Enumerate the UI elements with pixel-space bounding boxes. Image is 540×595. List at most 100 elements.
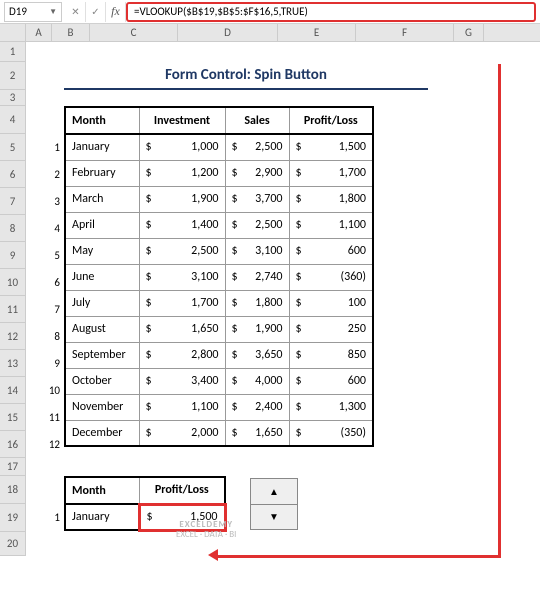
cell-profit-loss[interactable]: $(350) <box>289 420 373 446</box>
lookup-index[interactable]: 1 <box>26 504 64 531</box>
col-header-d[interactable]: D <box>178 24 278 41</box>
cell-sales[interactable]: $3,700 <box>225 186 289 212</box>
cell-month[interactable]: December <box>65 420 139 446</box>
cancel-button[interactable]: ✕ <box>66 2 86 22</box>
index-cell[interactable]: 2 <box>26 161 64 188</box>
cell-sales[interactable]: $1,800 <box>225 290 289 316</box>
cell-profit-loss[interactable]: $1,300 <box>289 394 373 420</box>
cell-month[interactable]: September <box>65 342 139 368</box>
select-all-corner[interactable] <box>0 24 26 41</box>
col-header-e[interactable]: E <box>278 24 356 41</box>
col-header-g[interactable]: G <box>454 24 484 41</box>
col-month[interactable]: Month <box>65 107 139 134</box>
cell-investment[interactable]: $1,400 <box>139 212 225 238</box>
cell-profit-loss[interactable]: $850 <box>289 342 373 368</box>
cell-sales[interactable]: $3,650 <box>225 342 289 368</box>
cell-profit-loss[interactable]: $1,500 <box>289 134 373 160</box>
spin-button-control[interactable]: ▲ ▼ <box>250 478 298 530</box>
cell-sales[interactable]: $2,740 <box>225 264 289 290</box>
row-header[interactable]: 1 <box>0 42 26 62</box>
cell-investment[interactable]: $2,800 <box>139 342 225 368</box>
formula-input[interactable]: =VLOOKUP($B$19,$B$5:$F$16,5,TRUE) <box>126 2 536 22</box>
row-header[interactable]: 4 <box>0 106 26 134</box>
cell-profit-loss[interactable]: $(360) <box>289 264 373 290</box>
col-month[interactable]: Month <box>65 477 139 504</box>
col-sales[interactable]: Sales <box>225 107 289 134</box>
spin-down-button[interactable]: ▼ <box>251 505 297 530</box>
cell-month[interactable]: November <box>65 394 139 420</box>
cell-investment[interactable]: $2,500 <box>139 238 225 264</box>
index-cell[interactable]: 3 <box>26 188 64 215</box>
index-cell[interactable]: 1 <box>26 134 64 161</box>
col-header-b[interactable]: B <box>52 24 90 41</box>
row-header[interactable]: 3 <box>0 90 26 106</box>
row-header[interactable]: 16 <box>0 431 26 458</box>
index-cell[interactable]: 5 <box>26 242 64 269</box>
cell-sales[interactable]: $2,500 <box>225 212 289 238</box>
index-cell[interactable]: 8 <box>26 323 64 350</box>
cell-investment[interactable]: $1,200 <box>139 160 225 186</box>
row-header[interactable]: 10 <box>0 269 26 296</box>
col-header-c[interactable]: C <box>90 24 178 41</box>
row-header[interactable]: 19 <box>0 504 26 532</box>
cell-profit-loss[interactable]: $1,800 <box>289 186 373 212</box>
cell-investment[interactable]: $1,900 <box>139 186 225 212</box>
row-header[interactable]: 13 <box>0 350 26 377</box>
row-header[interactable]: 11 <box>0 296 26 323</box>
index-cell[interactable]: 7 <box>26 296 64 323</box>
row-header[interactable]: 18 <box>0 476 26 504</box>
cell-sales[interactable]: $2,900 <box>225 160 289 186</box>
cell-sales[interactable]: $4,000 <box>225 368 289 394</box>
row-header[interactable]: 7 <box>0 188 26 215</box>
row-header[interactable]: 15 <box>0 404 26 431</box>
cell-profit-loss[interactable]: $1,100 <box>289 212 373 238</box>
name-box[interactable]: D19 ▼ <box>4 2 62 22</box>
cell-month[interactable]: March <box>65 186 139 212</box>
row-header[interactable]: 5 <box>0 134 26 161</box>
col-header-f[interactable]: F <box>356 24 454 41</box>
cell-sales[interactable]: $1,900 <box>225 316 289 342</box>
row-header[interactable]: 2 <box>0 62 26 90</box>
index-cell[interactable]: 10 <box>26 377 64 404</box>
index-cell[interactable]: 4 <box>26 215 64 242</box>
cell-sales[interactable]: $1,650 <box>225 420 289 446</box>
row-header[interactable]: 8 <box>0 215 26 242</box>
cell-investment[interactable]: $3,400 <box>139 368 225 394</box>
col-profit-loss[interactable]: Profit/Loss <box>139 477 225 504</box>
cell-sales[interactable]: $3,100 <box>225 238 289 264</box>
cell-profit-loss[interactable]: $600 <box>289 368 373 394</box>
row-header[interactable]: 9 <box>0 242 26 269</box>
cell-profit-loss[interactable]: $100 <box>289 290 373 316</box>
col-profit-loss[interactable]: Profit/Loss <box>289 107 373 134</box>
cell-sales[interactable]: $2,400 <box>225 394 289 420</box>
cell-month[interactable]: May <box>65 238 139 264</box>
col-header-a[interactable]: A <box>26 24 52 41</box>
cell-month[interactable]: August <box>65 316 139 342</box>
cell-investment[interactable]: $1,100 <box>139 394 225 420</box>
row-header[interactable]: 14 <box>0 377 26 404</box>
cell-profit-loss[interactable]: $600 <box>289 238 373 264</box>
fx-button[interactable]: fx <box>106 2 126 22</box>
cell-profit-loss[interactable]: $1,700 <box>289 160 373 186</box>
cell-investment[interactable]: $1,000 <box>139 134 225 160</box>
cell-month[interactable]: February <box>65 160 139 186</box>
worksheet[interactable]: Form Control: Spin Button 1 2 3 4 5 6 7 … <box>26 42 540 556</box>
lookup-result-cell[interactable]: $1,500 <box>139 504 225 530</box>
cell-month[interactable]: June <box>65 264 139 290</box>
row-header[interactable]: 6 <box>0 161 26 188</box>
cell-month[interactable]: July <box>65 290 139 316</box>
cell-sales[interactable]: $2,500 <box>225 134 289 160</box>
index-cell[interactable]: 6 <box>26 269 64 296</box>
index-cell[interactable]: 11 <box>26 404 64 431</box>
cell-month[interactable]: January <box>65 134 139 160</box>
cell-investment[interactable]: $1,650 <box>139 316 225 342</box>
cell-investment[interactable]: $2,000 <box>139 420 225 446</box>
row-header[interactable]: 20 <box>0 532 26 556</box>
cell-month[interactable]: April <box>65 212 139 238</box>
col-investment[interactable]: Investment <box>139 107 225 134</box>
cell-profit-loss[interactable]: $250 <box>289 316 373 342</box>
confirm-button[interactable]: ✓ <box>86 2 106 22</box>
row-header[interactable]: 12 <box>0 323 26 350</box>
row-header[interactable]: 17 <box>0 458 26 476</box>
lookup-month[interactable]: January <box>65 504 139 530</box>
